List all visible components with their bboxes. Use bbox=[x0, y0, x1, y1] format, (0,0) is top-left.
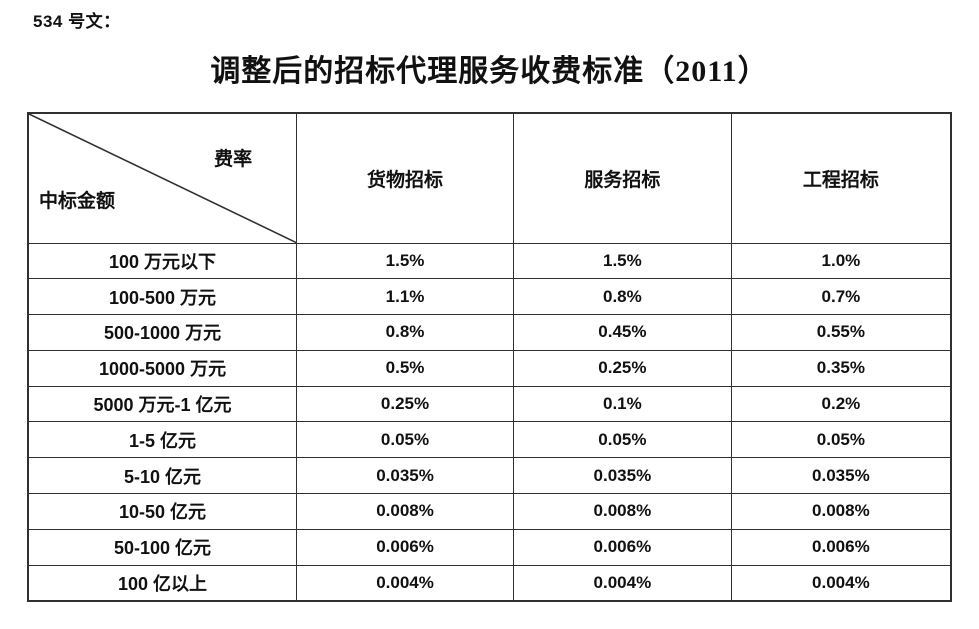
row-label-amount-tier: 1-5 亿元 bbox=[27, 421, 298, 459]
cell-goods-rate: 0.006% bbox=[296, 528, 514, 566]
cell-service-rate: 0.035% bbox=[512, 457, 732, 495]
table-row: 10-50 亿元 0.008% 0.008% 0.008% bbox=[27, 493, 952, 530]
row-label-amount-tier: 10-50 亿元 bbox=[27, 493, 298, 530]
table-header: 费率 中标金额 货物招标 服务招标 工程招标 bbox=[27, 112, 952, 244]
cell-goods-rate: 0.25% bbox=[296, 385, 514, 423]
cell-goods-rate: 0.004% bbox=[296, 564, 514, 602]
table-row: 100-500 万元 1.1% 0.8% 0.7% bbox=[27, 278, 952, 316]
table-row: 1-5 亿元 0.05% 0.05% 0.05% bbox=[27, 421, 952, 459]
table-row: 100 亿以上 0.004% 0.004% 0.004% bbox=[27, 564, 952, 602]
table-row: 50-100 亿元 0.006% 0.006% 0.006% bbox=[27, 528, 952, 566]
cell-engineering-rate: 0.035% bbox=[730, 457, 952, 495]
table-row: 5000 万元-1 亿元 0.25% 0.1% 0.2% bbox=[27, 385, 952, 423]
diagonal-line bbox=[29, 114, 296, 243]
table-row: 1000-5000 万元 0.5% 0.25% 0.35% bbox=[27, 349, 952, 387]
column-header-goods-bidding: 货物招标 bbox=[296, 112, 514, 244]
cell-goods-rate: 0.5% bbox=[296, 349, 514, 387]
cell-service-rate: 0.008% bbox=[512, 493, 732, 530]
cell-goods-rate: 1.5% bbox=[296, 242, 514, 280]
row-label-amount-tier: 1000-5000 万元 bbox=[27, 349, 298, 387]
cell-engineering-rate: 1.0% bbox=[730, 242, 952, 280]
cell-service-rate: 0.8% bbox=[512, 278, 732, 316]
cell-engineering-rate: 0.008% bbox=[730, 493, 952, 530]
header-row: 费率 中标金额 货物招标 服务招标 工程招标 bbox=[27, 112, 952, 244]
cell-goods-rate: 0.8% bbox=[296, 314, 514, 351]
column-header-engineering-bidding: 工程招标 bbox=[730, 112, 952, 244]
row-label-amount-tier: 100 万元以下 bbox=[27, 242, 298, 280]
cell-engineering-rate: 0.006% bbox=[730, 528, 952, 566]
cell-engineering-rate: 0.55% bbox=[730, 314, 952, 351]
row-label-amount-tier: 500-1000 万元 bbox=[27, 314, 298, 351]
cell-goods-rate: 0.035% bbox=[296, 457, 514, 495]
corner-label-rate: 费率 bbox=[214, 149, 253, 170]
column-header-service-bidding: 服务招标 bbox=[512, 112, 732, 244]
table-row: 100 万元以下 1.5% 1.5% 1.0% bbox=[27, 242, 952, 280]
fee-table: 费率 中标金额 货物招标 服务招标 工程招标 100 万元以下 1.5% 1.5… bbox=[27, 112, 952, 602]
cell-service-rate: 0.45% bbox=[512, 314, 732, 351]
cell-service-rate: 0.25% bbox=[512, 349, 732, 387]
cell-service-rate: 0.006% bbox=[512, 528, 732, 566]
table-row: 5-10 亿元 0.035% 0.035% 0.035% bbox=[27, 457, 952, 495]
cell-engineering-rate: 0.2% bbox=[730, 385, 952, 423]
cell-service-rate: 0.1% bbox=[512, 385, 732, 423]
table-row: 500-1000 万元 0.8% 0.45% 0.55% bbox=[27, 314, 952, 351]
cell-service-rate: 0.004% bbox=[512, 564, 732, 602]
row-label-amount-tier: 50-100 亿元 bbox=[27, 528, 298, 566]
cell-engineering-rate: 0.004% bbox=[730, 564, 952, 602]
doc-number: 534 号文： bbox=[33, 12, 121, 31]
row-label-amount-tier: 5000 万元-1 亿元 bbox=[27, 385, 298, 423]
page-title: 调整后的招标代理服务收费标准（2011） bbox=[210, 55, 769, 88]
cell-engineering-rate: 0.35% bbox=[730, 349, 952, 387]
cell-goods-rate: 0.008% bbox=[296, 493, 514, 530]
cell-goods-rate: 1.1% bbox=[296, 278, 514, 316]
row-label-amount-tier: 100 亿以上 bbox=[27, 564, 298, 602]
corner-cell: 费率 中标金额 bbox=[27, 112, 298, 244]
cell-service-rate: 0.05% bbox=[512, 421, 732, 459]
cell-engineering-rate: 0.7% bbox=[730, 278, 952, 316]
row-label-amount-tier: 100-500 万元 bbox=[27, 278, 298, 316]
cell-engineering-rate: 0.05% bbox=[730, 421, 952, 459]
corner-label-amount: 中标金额 bbox=[39, 190, 116, 212]
cell-service-rate: 1.5% bbox=[512, 242, 732, 280]
row-label-amount-tier: 5-10 亿元 bbox=[27, 457, 298, 495]
table-body: 100 万元以下 1.5% 1.5% 1.0% 100-500 万元 1.1% … bbox=[27, 242, 952, 602]
cell-goods-rate: 0.05% bbox=[296, 421, 514, 459]
